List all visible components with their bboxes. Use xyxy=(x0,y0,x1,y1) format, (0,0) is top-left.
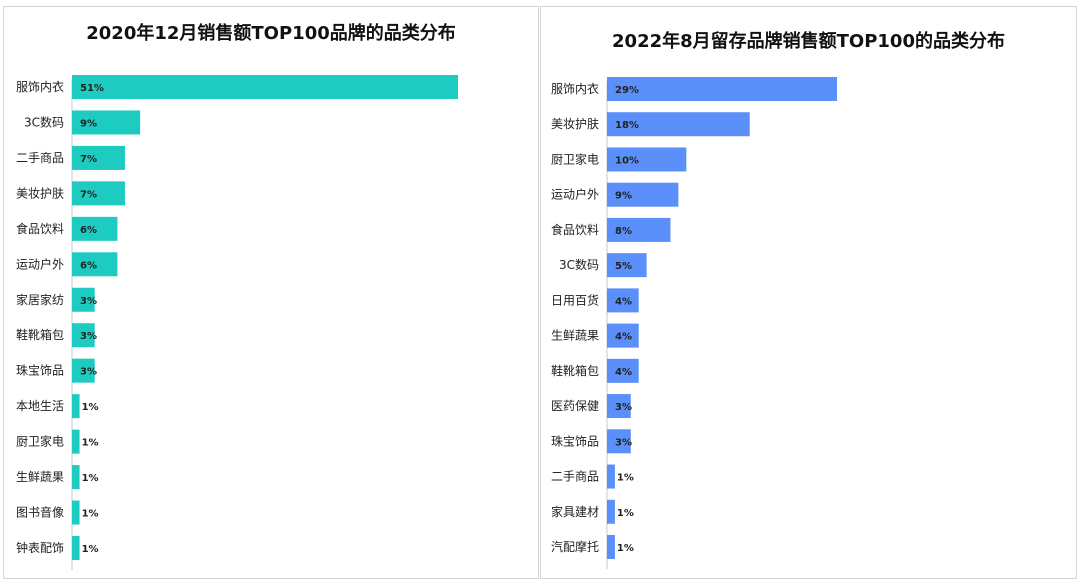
category-label: 厨卫家电 xyxy=(16,434,64,449)
category-label: 汽配摩托 xyxy=(551,539,599,554)
value-label: 6% xyxy=(80,260,97,271)
category-label: 食品饮料 xyxy=(551,222,599,237)
bar xyxy=(72,500,80,525)
value-label: 4% xyxy=(615,367,632,378)
category-label: 本地生活 xyxy=(16,399,64,413)
value-label: 6% xyxy=(80,225,97,236)
chart-panel-left: 2020年12月销售额TOP100品牌的品类分布 服饰内衣 51% 3C数码 9% 二手… xyxy=(3,6,539,579)
value-label: 4% xyxy=(615,332,632,343)
bar xyxy=(72,216,118,241)
value-label: 1% xyxy=(82,509,99,520)
bar xyxy=(72,323,95,348)
bar xyxy=(607,147,687,172)
bar xyxy=(72,429,80,454)
value-label: 1% xyxy=(617,473,634,484)
value-label: 9% xyxy=(80,118,97,129)
value-label: 3% xyxy=(80,296,97,307)
bar xyxy=(607,394,631,419)
bar xyxy=(72,465,80,490)
category-label: 运动户外 xyxy=(551,187,599,202)
category-label: 鞋靴箱包 xyxy=(551,363,599,378)
category-label: 家居家纺 xyxy=(16,292,64,307)
bar xyxy=(72,394,80,419)
bar xyxy=(607,429,631,454)
category-label: 3C数码 xyxy=(24,114,64,129)
value-label: 3% xyxy=(80,367,97,378)
category-label: 生鲜蔬果 xyxy=(551,329,599,343)
value-label: 29% xyxy=(615,85,639,96)
value-label: 1% xyxy=(82,473,99,484)
value-label: 18% xyxy=(615,120,639,131)
value-label: 3% xyxy=(615,437,632,448)
bar xyxy=(607,253,647,278)
category-label: 厨卫家电 xyxy=(551,151,599,166)
category-label: 二手商品 xyxy=(551,469,599,484)
bar xyxy=(72,145,125,170)
value-label: 1% xyxy=(617,508,634,519)
bar xyxy=(72,75,458,99)
category-label: 食品饮料 xyxy=(16,221,64,236)
category-label: 3C数码 xyxy=(559,257,599,272)
chart-title-left: 2020年12月销售额TOP100品牌的品类分布 xyxy=(86,23,456,44)
bar-chart-left: 服饰内衣 51% 3C数码 9% 二手商品 7% 美妆护肤 7% 食品饮料 6% 运动户外 6% 家居家… xyxy=(16,75,458,570)
value-label: 7% xyxy=(80,189,97,200)
bar xyxy=(607,358,639,383)
bar xyxy=(72,287,95,312)
category-label: 医药保健 xyxy=(551,399,599,413)
bar xyxy=(72,181,125,206)
category-label: 运动户外 xyxy=(16,256,64,271)
bar xyxy=(607,288,639,313)
value-label: 8% xyxy=(615,226,632,237)
bar xyxy=(72,535,80,560)
value-label: 1% xyxy=(617,543,634,554)
value-label: 51% xyxy=(80,83,104,94)
value-label: 4% xyxy=(615,296,632,307)
value-label: 1% xyxy=(82,544,99,555)
category-label: 服饰内衣 xyxy=(551,81,599,96)
value-label: 3% xyxy=(615,402,632,413)
bar xyxy=(72,252,118,277)
category-label: 美妆护肤 xyxy=(551,116,599,131)
category-label: 服饰内衣 xyxy=(16,79,64,94)
value-label: 3% xyxy=(80,331,97,342)
value-label: 1% xyxy=(82,402,99,413)
chart-panel-right: 2022年8月留存品牌销售额TOP100的品类分布 服饰内衣 29% 美妆护肤 18%… xyxy=(540,6,1077,579)
category-label: 钟表配饰 xyxy=(16,540,64,555)
category-label: 珠宝饰品 xyxy=(551,434,599,448)
category-label: 珠宝饰品 xyxy=(16,364,64,378)
category-label: 鞋靴箱包 xyxy=(16,327,64,342)
bar xyxy=(72,110,141,135)
bar xyxy=(607,112,750,137)
bar xyxy=(607,323,639,348)
value-label: 9% xyxy=(615,191,632,202)
bar xyxy=(72,358,95,383)
bar-chart-right: 服饰内衣 29% 美妆护肤 18% 厨卫家电 10% 运动户外 9% 食品饮料 8% 3C数码 5% 日… xyxy=(551,77,837,569)
bar xyxy=(607,499,615,524)
chart-title-right: 2022年8月留存品牌销售额TOP100的品类分布 xyxy=(612,31,1005,52)
bar xyxy=(607,464,615,489)
category-label: 生鲜蔬果 xyxy=(16,470,64,484)
category-label: 图书音像 xyxy=(16,505,64,520)
bar xyxy=(607,217,671,242)
bar xyxy=(607,182,679,207)
category-label: 日用百货 xyxy=(551,292,599,307)
value-label: 7% xyxy=(80,154,97,165)
category-label: 美妆护肤 xyxy=(16,185,64,200)
value-label: 10% xyxy=(615,155,639,166)
value-label: 1% xyxy=(82,438,99,449)
value-label: 5% xyxy=(615,261,632,272)
category-label: 家具建材 xyxy=(551,504,599,519)
bar xyxy=(607,77,837,101)
category-label: 二手商品 xyxy=(16,150,64,165)
bar xyxy=(607,534,615,559)
